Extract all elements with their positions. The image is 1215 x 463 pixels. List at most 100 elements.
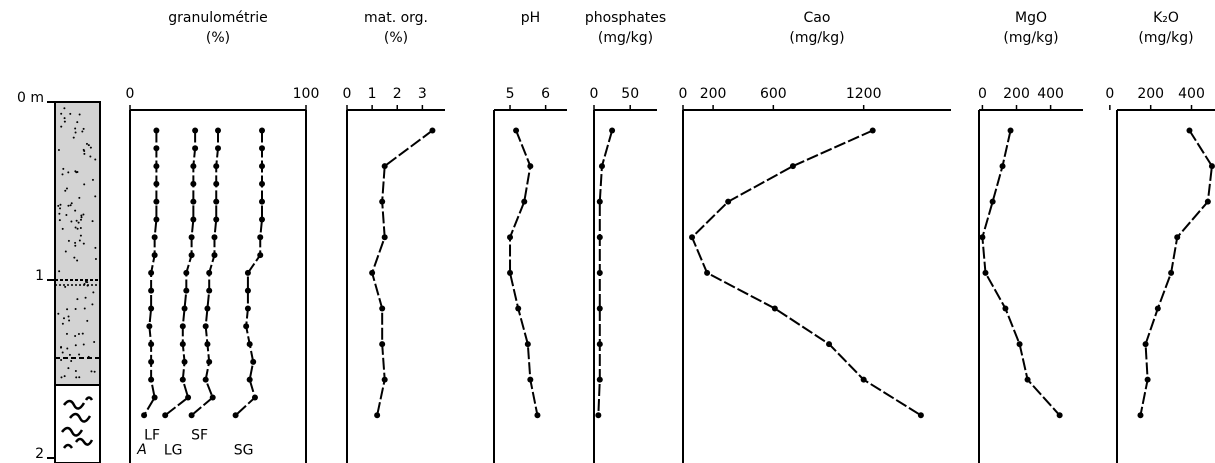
panel-unit: (mg/kg): [598, 30, 653, 46]
data-point: [251, 394, 258, 401]
x-tick-label: 200: [1003, 86, 1030, 102]
series-label: SF: [191, 427, 208, 443]
series-line: [981, 130, 1061, 416]
data-point: [250, 358, 257, 365]
data-point: [148, 341, 155, 348]
x-tick-label: 1200: [846, 86, 882, 102]
data-point: [704, 269, 711, 276]
data-point: [429, 127, 436, 134]
data-point: [206, 269, 213, 276]
x-tick-label: 5: [506, 86, 515, 102]
data-point: [244, 287, 251, 294]
data-point: [1002, 305, 1009, 312]
data-point: [379, 305, 386, 312]
data-point: [192, 127, 199, 134]
data-point: [211, 234, 218, 241]
panel-title: phosphates: [585, 10, 666, 26]
data-point: [206, 287, 213, 294]
data-point: [1208, 163, 1215, 170]
x-tick-label: 0: [343, 86, 352, 102]
x-tick-label: 200: [1137, 86, 1164, 102]
x-tick-label: 200: [700, 86, 727, 102]
x-tick-label: 0: [679, 86, 688, 102]
data-point: [257, 252, 264, 259]
x-tick-label: 400: [1178, 86, 1205, 102]
data-point: [141, 412, 148, 419]
data-point: [259, 127, 265, 134]
panel-unit: (%): [206, 30, 230, 46]
data-point: [725, 198, 732, 205]
data-point: [596, 376, 603, 383]
data-point: [185, 394, 192, 401]
data-point: [148, 269, 155, 276]
data-point: [188, 412, 195, 419]
series-label: LG: [164, 442, 183, 458]
data-point: [213, 198, 220, 205]
data-point: [527, 163, 534, 170]
data-point: [1204, 198, 1211, 205]
data-point: [1154, 305, 1161, 312]
data-point: [246, 341, 253, 348]
series-label: LF: [144, 427, 160, 443]
data-point: [982, 269, 989, 276]
panel-title: MgO: [1015, 10, 1047, 26]
panel-title: granulométrie: [168, 10, 267, 26]
data-point: [151, 234, 158, 241]
data-point: [148, 287, 155, 294]
data-point: [209, 394, 216, 401]
data-point: [243, 323, 250, 330]
y-tick-label: 1: [35, 268, 44, 284]
data-point: [190, 163, 197, 170]
x-tick-label: 0: [978, 86, 987, 102]
data-point: [979, 234, 986, 241]
data-point: [213, 180, 220, 187]
data-point: [534, 412, 541, 419]
data-point: [379, 198, 386, 205]
data-point: [213, 216, 220, 223]
y-tick-label: 0 m: [17, 90, 44, 106]
data-point: [1137, 412, 1144, 419]
data-point: [381, 163, 388, 170]
data-point: [259, 198, 265, 205]
data-point: [374, 412, 381, 419]
data-point: [179, 341, 186, 348]
data-point: [524, 341, 531, 348]
series-line: [164, 130, 197, 417]
data-point: [1056, 412, 1063, 419]
data-point: [259, 145, 265, 152]
series-line: [371, 129, 434, 416]
data-point: [259, 216, 265, 223]
data-point: [202, 323, 209, 330]
data-point: [379, 341, 386, 348]
data-point: [215, 127, 221, 134]
data-point: [183, 287, 190, 294]
soil-column: [54, 101, 101, 463]
data-point: [259, 163, 265, 170]
panel-title: Cao: [804, 10, 831, 26]
data-point: [598, 163, 605, 170]
data-point: [527, 376, 534, 383]
data-point: [989, 198, 996, 205]
data-point: [596, 269, 603, 276]
data-point: [507, 234, 514, 241]
x-tick-label: 6: [541, 86, 550, 102]
data-point: [381, 376, 388, 383]
data-point: [1168, 269, 1175, 276]
data-point: [162, 412, 169, 419]
data-point: [596, 198, 603, 205]
data-point: [381, 234, 388, 241]
data-point: [999, 163, 1006, 170]
data-point: [211, 252, 218, 259]
panel-unit: (mg/kg): [789, 30, 844, 46]
data-point: [1024, 376, 1031, 383]
data-point: [213, 163, 220, 170]
annotation: A: [136, 442, 147, 458]
panel-unit: (mg/kg): [1003, 30, 1058, 46]
y-tick-label: 2: [35, 446, 44, 462]
data-point: [190, 180, 197, 187]
data-point: [521, 198, 528, 205]
x-tick-label: 600: [760, 86, 787, 102]
data-point: [153, 163, 160, 170]
data-point: [188, 234, 195, 241]
